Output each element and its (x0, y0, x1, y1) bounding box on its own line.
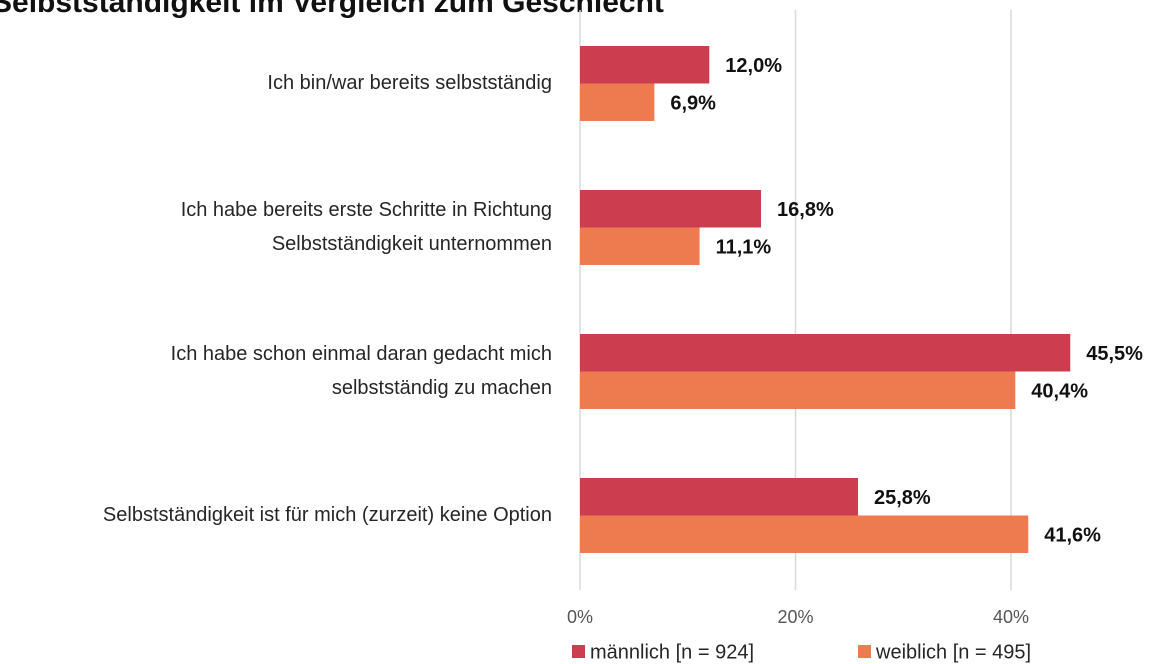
legend-label: männlich [n = 924] (590, 641, 754, 663)
bar (580, 334, 1071, 372)
value-label: 6,9% (670, 93, 716, 115)
bar (580, 371, 1016, 409)
category-label: Ich habe bereits erste Schritte in Richt… (181, 199, 552, 221)
bar (580, 83, 655, 121)
value-label: 41,6% (1044, 525, 1101, 547)
value-label: 16,8% (777, 199, 834, 221)
category-label: selbstständig zu machen (332, 377, 552, 399)
legend-label: weiblich [n = 495] (875, 641, 1031, 663)
category-label: Ich bin/war bereits selbstständig (267, 72, 552, 94)
x-tick-label: 40% (993, 607, 1029, 627)
bar (580, 515, 1029, 553)
category-label: Ich habe schon einmal daran gedacht mich (171, 343, 552, 365)
legend-swatch (572, 645, 585, 658)
value-label: 45,5% (1086, 343, 1143, 365)
legend-swatch (858, 645, 871, 658)
category-label: Selbstständigkeit unternommen (272, 233, 552, 255)
x-tick-label: 0% (567, 607, 593, 627)
category-label: Selbstständigkeit ist für mich (zurzeit)… (103, 504, 552, 526)
value-label: 12,0% (725, 55, 782, 77)
bar (580, 227, 700, 265)
x-tick-label: 20% (777, 607, 813, 627)
value-label: 25,8% (874, 487, 931, 509)
bar (580, 190, 762, 228)
chart-title: Selbstständigkeit im Vergleich zum Gesch… (0, 0, 664, 19)
value-label: 40,4% (1031, 381, 1088, 403)
bar (580, 46, 710, 84)
bar (580, 478, 858, 516)
value-label: 11,1% (716, 237, 772, 259)
